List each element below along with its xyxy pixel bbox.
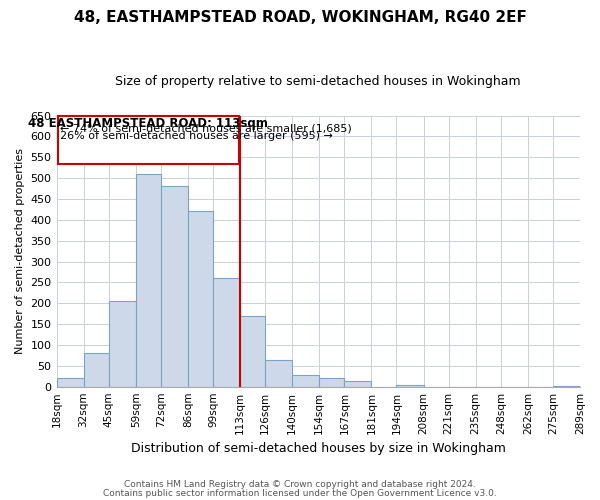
Bar [292,375,319,386]
Text: Contains public sector information licensed under the Open Government Licence v3: Contains public sector information licen… [103,490,497,498]
Bar [136,174,161,386]
Bar [188,212,213,386]
Y-axis label: Number of semi-detached properties: Number of semi-detached properties [15,148,25,354]
Bar [265,360,292,386]
Bar [56,378,83,386]
Text: 48 EASTHAMPSTEAD ROAD: 113sqm: 48 EASTHAMPSTEAD ROAD: 113sqm [28,117,268,130]
Bar [397,384,424,386]
Bar [213,278,240,386]
Bar [161,186,188,386]
Title: Size of property relative to semi-detached houses in Wokingham: Size of property relative to semi-detach… [115,75,521,88]
X-axis label: Distribution of semi-detached houses by size in Wokingham: Distribution of semi-detached houses by … [131,442,506,455]
Bar [344,382,371,386]
Text: Contains HM Land Registry data © Crown copyright and database right 2024.: Contains HM Land Registry data © Crown c… [124,480,476,489]
FancyBboxPatch shape [58,116,239,164]
Text: 26% of semi-detached houses are larger (595) →: 26% of semi-detached houses are larger (… [61,130,333,140]
Bar [319,378,344,386]
Bar [240,316,265,386]
Bar [83,354,109,386]
Bar [109,301,136,386]
Text: ← 74% of semi-detached houses are smaller (1,685): ← 74% of semi-detached houses are smalle… [61,124,352,134]
Text: 48, EASTHAMPSTEAD ROAD, WOKINGHAM, RG40 2EF: 48, EASTHAMPSTEAD ROAD, WOKINGHAM, RG40 … [74,10,526,25]
